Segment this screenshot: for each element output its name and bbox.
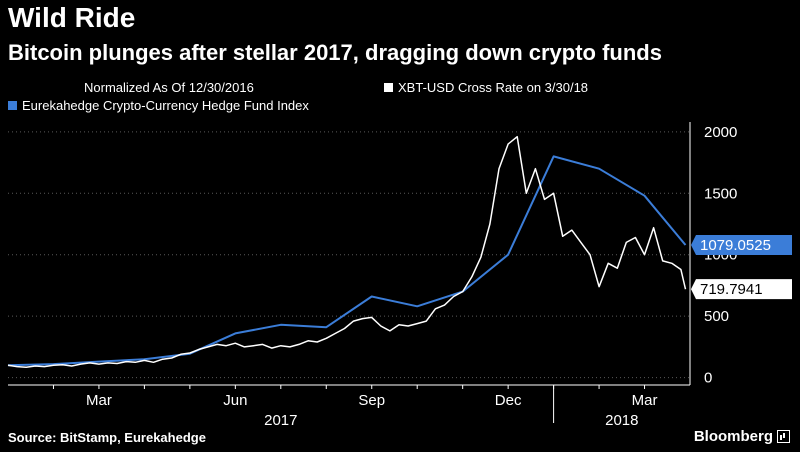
legend-swatch-xbt (384, 83, 393, 92)
chart-subtitle: Bitcoin plunges after stellar 2017, drag… (8, 40, 662, 65)
legend-label-xbt: XBT-USD Cross Rate on 3/30/18 (398, 80, 589, 95)
y-tick-label: 500 (704, 308, 729, 325)
legend-swatch-eurekahedge (8, 101, 17, 110)
legend-item-xbt: XBT-USD Cross Rate on 3/30/18 (384, 80, 588, 95)
last-value-tag-eurekahedge: 1079.0525 (691, 235, 792, 256)
x-tick-label: Sep (358, 392, 385, 409)
source-note: Source: BitStamp, Eurekahedge (8, 430, 206, 445)
y-tick-label: 1500 (704, 185, 737, 202)
chart-title: Wild Ride (8, 2, 136, 33)
last-value-tag-bg-xbt (691, 279, 792, 300)
last-value-tag-xbt: 719.7941 (691, 279, 792, 300)
last-value-label-xbt: 719.7941 (700, 281, 763, 298)
x-year-label: 2018 (605, 412, 638, 429)
x-year-label: 2017 (264, 412, 297, 429)
series-line-eurekahedge (7, 155, 687, 367)
y-tick-label: 0 (704, 370, 712, 387)
last-value-label-eurekahedge: 1079.0525 (700, 237, 771, 254)
x-tick-label: Mar (632, 392, 658, 409)
last-value-tag-bg-eurekahedge (691, 235, 792, 256)
bloomberg-logo: Bloomberg (694, 428, 790, 445)
legend-item-eurekahedge: Eurekahedge Crypto-Currency Hedge Fund I… (8, 98, 309, 113)
legend-label-eurekahedge: Eurekahedge Crypto-Currency Hedge Fund I… (22, 98, 309, 113)
y-tick-label: 2000 (704, 124, 737, 141)
bloomberg-terminal-icon (777, 430, 790, 443)
x-tick-label: Jun (223, 392, 247, 409)
brand-name: Bloomberg (693, 428, 773, 445)
series-line-xbt (7, 135, 687, 368)
x-tick-label: Mar (86, 392, 112, 409)
legend-note-label: Normalized As Of 12/30/2016 (84, 80, 254, 95)
x-tick-label: Dec (495, 392, 522, 409)
legend-note: Normalized As Of 12/30/2016 (84, 80, 254, 95)
